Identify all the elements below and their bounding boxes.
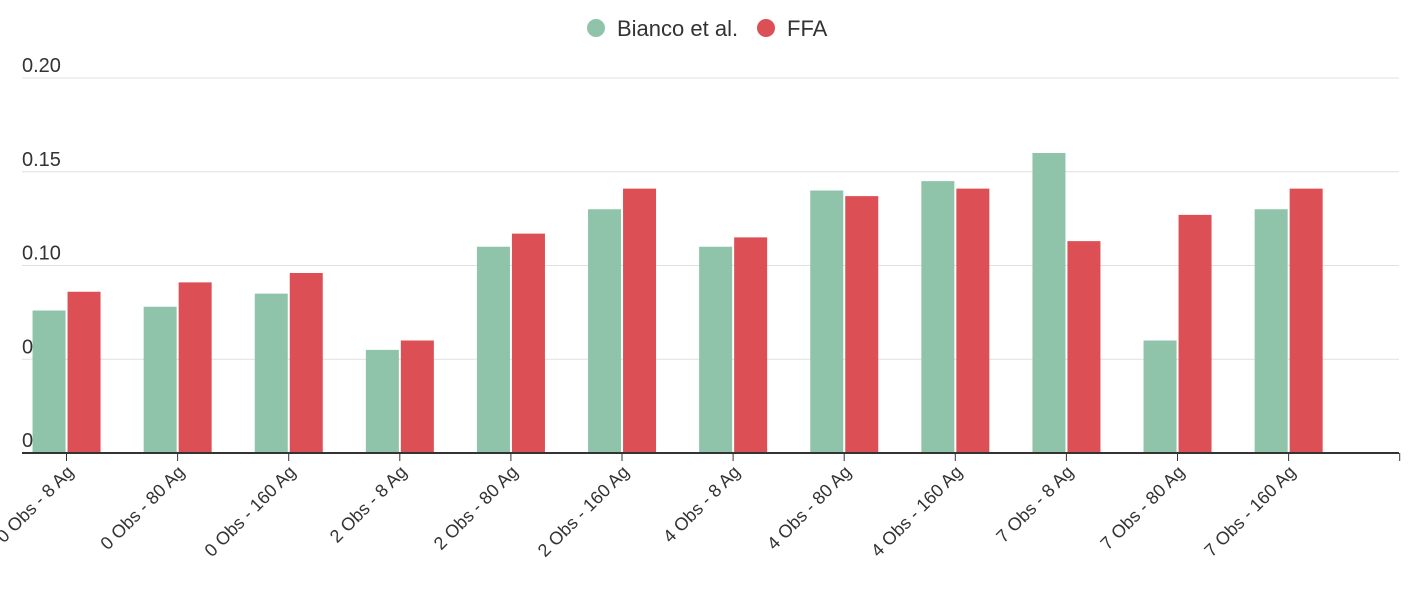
x-tick-label: 2 Obs - 160 Ag	[534, 462, 633, 561]
x-tick-label: 4 Obs - 160 Ag	[867, 462, 966, 561]
x-tick-label: 2 Obs - 8 Ag	[326, 462, 411, 547]
bar-ffa	[1178, 214, 1212, 453]
legend-swatch	[587, 19, 605, 37]
bar-ffa	[67, 291, 101, 453]
x-axis-ticks: 0 Obs - 8 Ag 0 Obs - 80 Ag 0 Obs - 160 Ag 2…	[0, 462, 1299, 561]
bar-ffa	[956, 188, 990, 453]
bar-bianco	[365, 349, 399, 453]
x-tick-label: 4 Obs - 80 Ag	[763, 462, 855, 554]
x-tick-label: 2 Obs - 80 Ag	[430, 462, 522, 554]
x-axis	[22, 452, 1401, 461]
bar-bianco	[1254, 209, 1288, 453]
bar-bianco	[921, 181, 955, 453]
bar-bianco	[1032, 153, 1066, 453]
bar-ffa	[623, 188, 657, 453]
bar-bianco	[588, 209, 622, 453]
x-tick-label: 0 Obs - 160 Ag	[201, 462, 300, 561]
bars	[32, 153, 1323, 453]
bar-ffa	[845, 196, 879, 453]
bar-ffa	[289, 273, 323, 453]
bar-bianco	[810, 190, 844, 453]
legend-label: FFA	[787, 16, 828, 41]
bar-ffa	[734, 237, 768, 453]
x-tick-label: 7 Obs - 80 Ag	[1096, 462, 1188, 554]
legend: Bianco et al. FFA	[587, 16, 828, 41]
bar-bianco	[476, 246, 510, 453]
x-tick-label: 7 Obs - 8 Ag	[992, 462, 1077, 547]
bar-bianco	[1143, 340, 1177, 453]
bar-ffa	[1067, 241, 1101, 453]
y-tick-label: 0.15	[22, 149, 61, 171]
bar-ffa	[511, 233, 545, 453]
bar-bianco	[254, 293, 288, 453]
y-tick-label: 0	[22, 430, 33, 452]
x-tick-label: 0 Obs - 8 Ag	[0, 462, 77, 547]
bar-bianco	[32, 310, 66, 453]
x-tick-label: 0 Obs - 80 Ag	[96, 462, 188, 554]
bar-ffa	[400, 340, 434, 453]
y-tick-label: 0.20	[22, 55, 61, 77]
legend-label: Bianco et al.	[617, 16, 738, 41]
bar-ffa	[178, 282, 212, 453]
bar-bianco	[143, 306, 177, 453]
y-tick-label: 0.10	[22, 243, 61, 265]
bar-ffa	[1289, 188, 1323, 453]
bar-bianco	[699, 246, 733, 453]
x-tick-label: 7 Obs - 160 Ag	[1200, 462, 1299, 561]
x-tick-label: 4 Obs - 8 Ag	[659, 462, 744, 547]
legend-swatch	[757, 19, 775, 37]
